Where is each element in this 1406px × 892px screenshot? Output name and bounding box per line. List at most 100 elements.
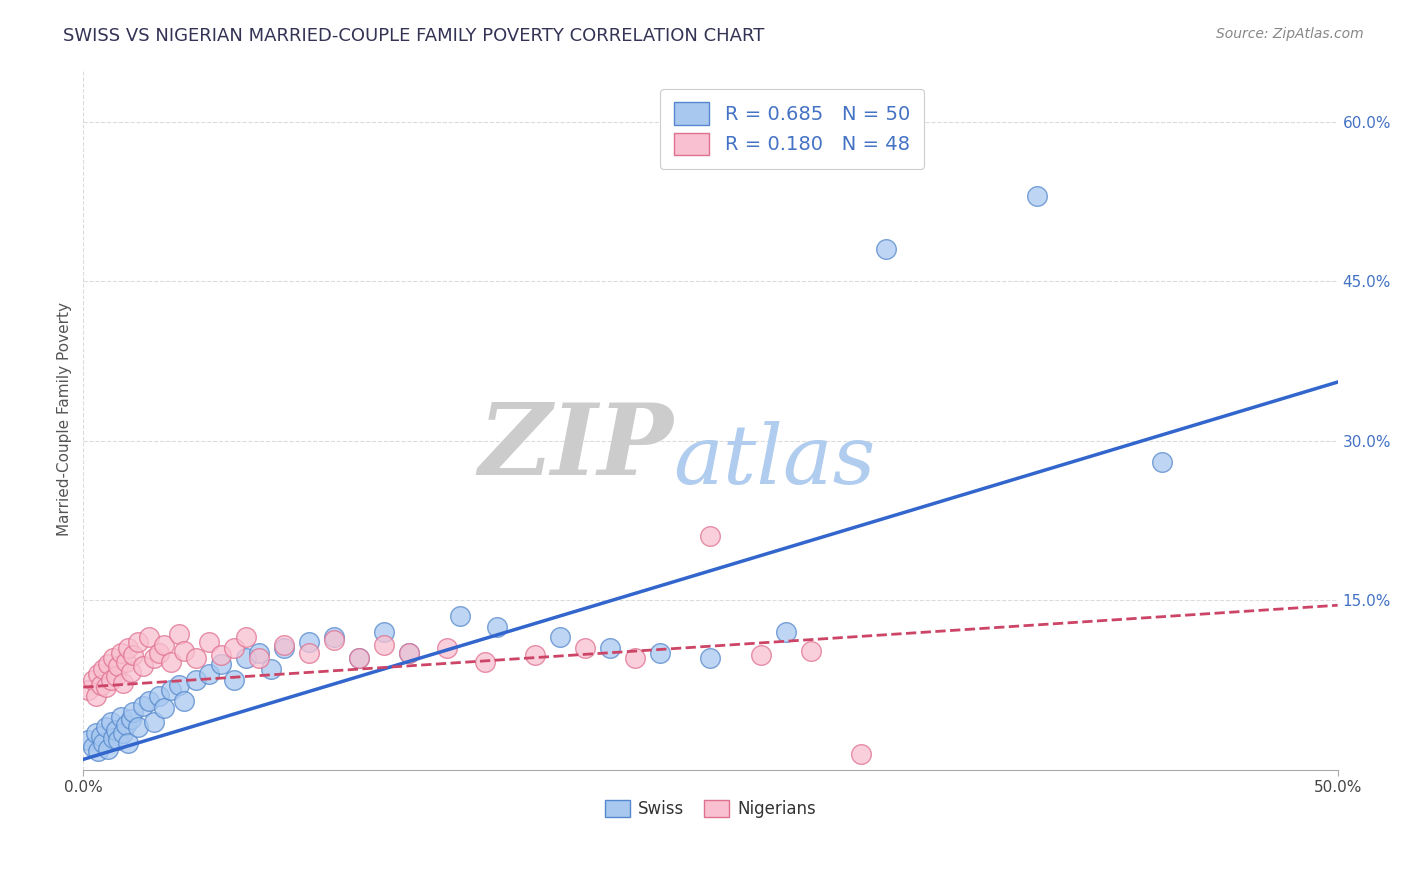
Point [273, 640, 295, 655]
Point [112, 726, 135, 740]
Point [247, 646, 270, 660]
Point [167, 678, 190, 692]
Point [260, 662, 283, 676]
Point [1025, 189, 1047, 203]
Point [107, 733, 129, 747]
Point [186, 673, 208, 687]
Point [209, 648, 232, 663]
Legend: Swiss, Nigerians: Swiss, Nigerians [598, 793, 823, 825]
Point [599, 640, 621, 655]
Point [650, 646, 672, 660]
Point [138, 694, 160, 708]
Point [142, 715, 165, 730]
Point [120, 665, 142, 680]
Point [1150, 455, 1173, 469]
Y-axis label: Married-Couple Family Poverty: Married-Couple Family Poverty [58, 302, 72, 536]
Point [160, 655, 183, 669]
Point [82, 739, 104, 754]
Point [93, 662, 115, 676]
Point [849, 747, 872, 761]
Point [197, 635, 219, 649]
Point [122, 705, 145, 719]
Point [349, 651, 371, 665]
Point [373, 638, 395, 652]
Point [107, 658, 129, 673]
Point [160, 683, 183, 698]
Point [97, 657, 120, 671]
Point [104, 669, 127, 683]
Point [117, 736, 139, 750]
Point [127, 721, 149, 735]
Point [775, 624, 797, 639]
Point [112, 676, 135, 690]
Point [800, 644, 823, 658]
Point [349, 651, 371, 665]
Point [90, 729, 112, 743]
Point [875, 242, 897, 256]
Point [398, 646, 420, 660]
Point [186, 651, 208, 665]
Point [148, 646, 170, 660]
Point [87, 744, 110, 758]
Point [110, 710, 132, 724]
Text: ZIP: ZIP [478, 399, 673, 496]
Point [94, 721, 117, 735]
Point [222, 673, 245, 687]
Point [84, 726, 107, 740]
Point [152, 701, 174, 715]
Point [148, 689, 170, 703]
Point [115, 655, 138, 669]
Point [122, 648, 145, 663]
Point [90, 678, 112, 692]
Point [548, 630, 571, 644]
Point [298, 646, 321, 660]
Point [699, 529, 721, 543]
Point [103, 731, 125, 745]
Point [127, 635, 149, 649]
Point [209, 657, 232, 671]
Point [82, 673, 104, 687]
Point [436, 640, 458, 655]
Point [138, 630, 160, 644]
Text: SWISS VS NIGERIAN MARRIED-COUPLE FAMILY POVERTY CORRELATION CHART: SWISS VS NIGERIAN MARRIED-COUPLE FAMILY … [63, 27, 765, 45]
Point [624, 651, 647, 665]
Point [323, 630, 346, 644]
Point [235, 651, 257, 665]
Point [103, 651, 125, 665]
Point [84, 689, 107, 703]
Point [117, 640, 139, 655]
Point [173, 694, 195, 708]
Point [523, 648, 546, 663]
Point [373, 624, 395, 639]
Point [486, 619, 509, 633]
Point [94, 680, 117, 694]
Point [197, 667, 219, 681]
Point [100, 673, 122, 687]
Point [132, 699, 155, 714]
Point [142, 651, 165, 665]
Point [167, 627, 190, 641]
Point [87, 667, 110, 681]
Point [574, 640, 596, 655]
Point [115, 718, 138, 732]
Point [77, 683, 100, 698]
Text: Source: ZipAtlas.com: Source: ZipAtlas.com [1216, 27, 1364, 41]
Point [132, 658, 155, 673]
Point [77, 733, 100, 747]
Point [93, 736, 115, 750]
Text: atlas: atlas [673, 421, 875, 501]
Point [173, 644, 195, 658]
Point [100, 715, 122, 730]
Point [298, 635, 321, 649]
Point [749, 648, 772, 663]
Point [398, 646, 420, 660]
Point [323, 633, 346, 648]
Point [222, 640, 245, 655]
Point [247, 651, 270, 665]
Point [235, 630, 257, 644]
Point [449, 608, 471, 623]
Point [273, 638, 295, 652]
Point [97, 741, 120, 756]
Point [474, 655, 496, 669]
Point [120, 712, 142, 726]
